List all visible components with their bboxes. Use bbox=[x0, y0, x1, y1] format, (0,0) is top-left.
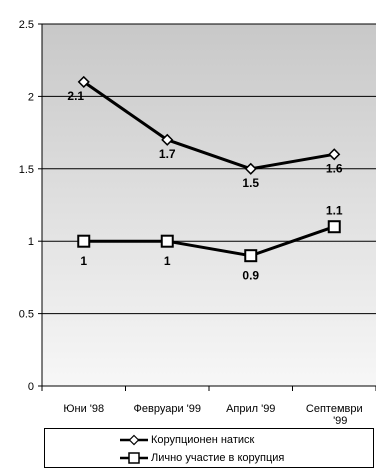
data-label: 1.6 bbox=[326, 161, 343, 175]
data-label: 2.1 bbox=[67, 89, 84, 103]
data-label: 1.1 bbox=[326, 204, 343, 218]
series-2: 1 1 0.9 1.1 bbox=[77, 204, 343, 283]
data-point-marker bbox=[327, 220, 341, 234]
x-tick-label: Юни '98 bbox=[63, 403, 104, 415]
y-tick-label: 1.5 bbox=[19, 164, 34, 176]
axes bbox=[38, 23, 376, 391]
data-label: 0.9 bbox=[242, 269, 259, 283]
series-1: 2.1 1.7 1.5 1.6 bbox=[67, 75, 343, 190]
x-tick-labels: Юни '98 Февруари '99 Април '99 Септември '99 bbox=[63, 403, 362, 427]
data-point-marker bbox=[77, 75, 90, 88]
data-point-marker bbox=[328, 148, 341, 161]
series-layer: 2.1 1.7 1.5 1.6 1 1 0.9 1.1 bbox=[67, 75, 343, 283]
data-point-marker bbox=[244, 249, 258, 263]
data-label: 1.5 bbox=[242, 176, 259, 190]
data-point-marker bbox=[77, 234, 91, 248]
x-tick-label: Февруари '99 bbox=[134, 403, 201, 415]
data-point-marker bbox=[161, 133, 174, 146]
square-marker-icon bbox=[120, 452, 148, 464]
legend-item-series-2: Лично участие в корупция bbox=[119, 450, 284, 466]
y-tick-label: 2.5 bbox=[19, 19, 34, 31]
data-point-marker bbox=[244, 162, 257, 175]
y-tick-label: 0.5 bbox=[19, 309, 34, 321]
data-label: 1 bbox=[164, 254, 171, 268]
legend: Корупционен натиск Лично участие в коруп… bbox=[44, 428, 374, 468]
data-label: 1 bbox=[80, 254, 87, 268]
series-line bbox=[82, 80, 335, 171]
y-tick-labels: 0 0.5 1 1.5 2 2.5 bbox=[19, 19, 34, 393]
data-point-marker bbox=[160, 234, 174, 248]
legend-item-series-1: Корупционен натиск bbox=[119, 432, 254, 448]
y-tick-label: 1 bbox=[28, 236, 34, 248]
plot-area bbox=[42, 24, 376, 386]
x-tick-label: Септември '99 bbox=[306, 403, 363, 427]
x-tick-label: Април '99 bbox=[226, 403, 275, 415]
legend-label-series-1: Корупционен натиск bbox=[151, 434, 255, 446]
data-label: 1.7 bbox=[159, 147, 176, 161]
y-tick-label: 0 bbox=[28, 381, 34, 393]
y-tick-label: 2 bbox=[28, 91, 34, 103]
diamond-marker-icon bbox=[120, 434, 148, 446]
legend-label-series-2: Лично участие в корупция bbox=[151, 452, 285, 464]
series-line bbox=[83, 225, 335, 258]
